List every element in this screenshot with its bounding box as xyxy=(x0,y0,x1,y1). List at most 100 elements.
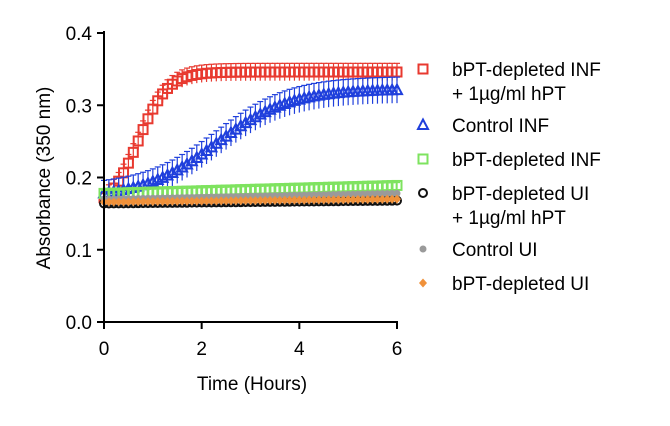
data-point xyxy=(285,195,294,205)
data-point xyxy=(314,195,323,205)
data-point xyxy=(339,190,347,198)
data-point xyxy=(224,125,238,139)
data-point xyxy=(199,143,214,157)
data-point xyxy=(170,162,184,176)
data-point xyxy=(378,190,386,198)
data-point xyxy=(139,197,148,207)
data-point xyxy=(281,192,289,200)
data-point xyxy=(349,195,358,205)
data-point xyxy=(268,99,282,113)
data-point xyxy=(339,195,348,205)
data-point xyxy=(192,196,201,206)
data-point xyxy=(300,191,308,199)
data-point xyxy=(158,196,167,206)
y-tick-label: 0.3 xyxy=(66,96,92,117)
y-axis-title: Absorbance (350 nm) xyxy=(34,87,55,270)
data-point xyxy=(187,196,196,206)
data-point xyxy=(214,132,228,146)
data-point xyxy=(315,191,323,199)
data-point xyxy=(368,194,377,204)
y-tick-label: 0.4 xyxy=(66,24,93,45)
data-point xyxy=(160,167,175,181)
data-point xyxy=(358,195,367,205)
x-tick-label: 6 xyxy=(392,339,403,360)
data-point xyxy=(383,190,391,198)
data-point xyxy=(243,112,258,126)
data-point xyxy=(143,197,152,207)
legend-label: bPT-depleted UI xyxy=(452,274,589,295)
y-tick-label: 0.1 xyxy=(66,241,92,262)
data-point xyxy=(344,190,352,198)
data-point xyxy=(197,196,206,206)
legend-marker xyxy=(417,153,429,165)
data-point xyxy=(388,189,396,197)
data-point xyxy=(127,146,139,158)
data-point xyxy=(295,195,304,205)
data-point xyxy=(391,66,403,78)
data-point xyxy=(178,196,187,206)
data-point xyxy=(266,195,275,205)
data-point xyxy=(305,191,313,199)
y-tick-label: 0.0 xyxy=(66,313,92,334)
legend-label: + 1µg/ml hPT xyxy=(452,84,566,105)
legend-item-2: bPT-depleted INF xyxy=(417,150,601,171)
data-point xyxy=(195,146,209,160)
data-point xyxy=(349,190,357,198)
data-point xyxy=(236,196,245,206)
data-point xyxy=(359,190,367,198)
data-point xyxy=(132,135,144,147)
data-point xyxy=(353,195,362,205)
data-point xyxy=(290,195,299,205)
legend-label: Control INF xyxy=(452,116,549,137)
data-point xyxy=(241,196,250,206)
data-point xyxy=(266,192,274,200)
data-point xyxy=(134,197,143,207)
data-point xyxy=(270,195,279,205)
legend-label: bPT-depleted UI xyxy=(452,184,589,205)
data-point xyxy=(393,194,401,204)
data-point xyxy=(226,196,235,206)
legend-label: bPT-depleted INF xyxy=(452,60,601,81)
data-point xyxy=(114,197,123,207)
data-point xyxy=(163,196,172,206)
legend-item-0: bPT-depleted INF + 1µg/ml hPT xyxy=(417,60,601,105)
legend-label: Control UI xyxy=(452,240,538,261)
data-point xyxy=(383,194,392,204)
data-point xyxy=(190,150,204,163)
y-tick-label: 0.2 xyxy=(66,169,92,190)
legend: bPT-depleted INF + 1µg/ml hPT Control INF b… xyxy=(416,60,601,295)
legend-item-4: Control UI xyxy=(419,240,538,261)
legend-marker xyxy=(418,188,428,198)
data-point xyxy=(320,191,328,199)
data-point xyxy=(234,118,248,132)
data-point xyxy=(319,195,328,205)
data-point xyxy=(373,194,382,204)
legend-item-3: bPT-depleted UI + 1µg/ml hPT xyxy=(418,184,589,229)
data-point xyxy=(183,196,192,206)
data-point xyxy=(155,170,170,183)
data-point xyxy=(248,109,263,123)
data-point xyxy=(222,196,231,206)
data-point xyxy=(122,157,134,169)
data-point xyxy=(325,191,333,199)
data-point xyxy=(209,136,223,149)
data-point xyxy=(219,128,233,142)
data-point xyxy=(378,194,387,204)
data-point xyxy=(310,191,318,199)
data-point xyxy=(212,196,221,206)
data-point xyxy=(324,195,333,205)
data-point xyxy=(275,195,284,205)
data-point xyxy=(344,195,353,205)
data-point xyxy=(175,159,189,173)
legend-marker xyxy=(417,63,429,75)
data-point xyxy=(369,190,377,198)
x-axis-title: Time (Hours) xyxy=(197,374,307,395)
data-point xyxy=(129,197,138,207)
data-point xyxy=(258,104,272,118)
data-point xyxy=(263,102,277,115)
data-point xyxy=(305,195,314,205)
data-point xyxy=(109,197,118,207)
data-point xyxy=(207,196,216,206)
x-tick-label: 2 xyxy=(196,339,207,360)
